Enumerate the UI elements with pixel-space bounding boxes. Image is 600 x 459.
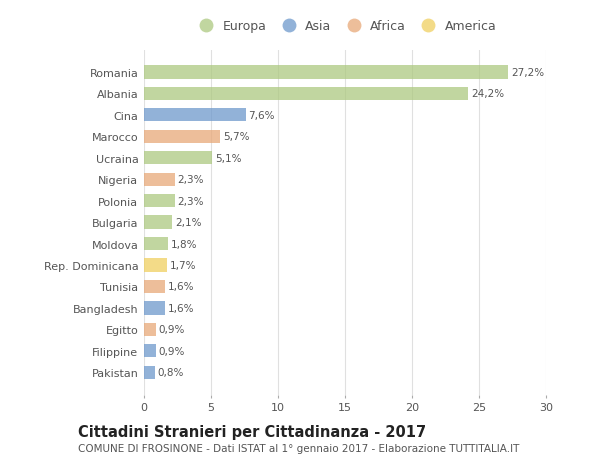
Bar	[144, 259, 167, 272]
Text: COMUNE DI FROSINONE - Dati ISTAT al 1° gennaio 2017 - Elaborazione TUTTITALIA.IT: COMUNE DI FROSINONE - Dati ISTAT al 1° g…	[78, 443, 520, 453]
Bar	[144, 109, 246, 122]
Bar	[144, 302, 166, 315]
Text: 1,6%: 1,6%	[168, 303, 194, 313]
Bar	[144, 88, 468, 101]
Bar	[144, 152, 212, 165]
Text: 7,6%: 7,6%	[248, 111, 275, 121]
Text: 24,2%: 24,2%	[471, 89, 504, 99]
Bar	[144, 366, 155, 379]
Text: 1,7%: 1,7%	[169, 260, 196, 270]
Bar	[144, 173, 175, 186]
Bar	[144, 237, 168, 251]
Bar	[144, 280, 166, 293]
Text: 1,8%: 1,8%	[171, 239, 197, 249]
Bar	[144, 130, 220, 144]
Bar	[144, 66, 508, 79]
Text: Cittadini Stranieri per Cittadinanza - 2017: Cittadini Stranieri per Cittadinanza - 2…	[78, 424, 426, 439]
Text: 1,6%: 1,6%	[168, 282, 194, 292]
Text: 5,7%: 5,7%	[223, 132, 250, 142]
Text: 2,1%: 2,1%	[175, 218, 202, 228]
Text: 2,3%: 2,3%	[178, 175, 204, 185]
Text: 0,8%: 0,8%	[157, 368, 184, 377]
Text: 0,9%: 0,9%	[159, 325, 185, 335]
Text: 2,3%: 2,3%	[178, 196, 204, 206]
Text: 27,2%: 27,2%	[511, 68, 544, 78]
Bar	[144, 323, 156, 336]
Text: 0,9%: 0,9%	[159, 346, 185, 356]
Legend: Europa, Asia, Africa, America: Europa, Asia, Africa, America	[188, 16, 502, 39]
Bar	[144, 216, 172, 229]
Bar	[144, 344, 156, 358]
Text: 5,1%: 5,1%	[215, 153, 242, 163]
Bar	[144, 195, 175, 208]
